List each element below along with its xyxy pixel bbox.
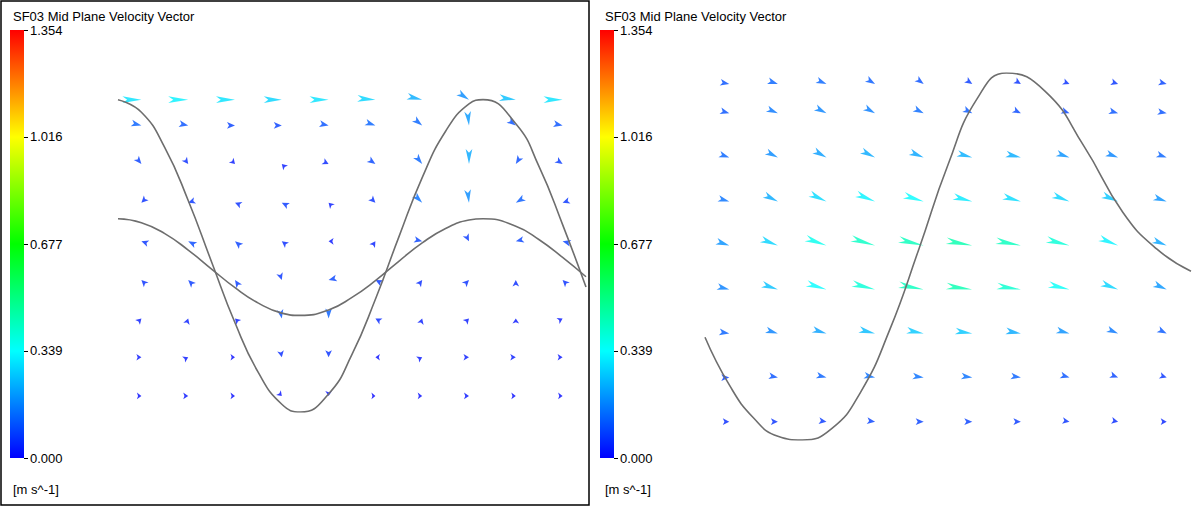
svg-text:SF03 Mid Plane Velocity Vector: SF03 Mid Plane Velocity Vector bbox=[13, 9, 195, 24]
svg-text:1.354: 1.354 bbox=[620, 23, 653, 38]
svg-text:0.677: 0.677 bbox=[620, 237, 653, 252]
svg-text:0.000: 0.000 bbox=[30, 451, 63, 466]
svg-text:0.000: 0.000 bbox=[620, 451, 653, 466]
svg-text:1.016: 1.016 bbox=[620, 129, 653, 144]
svg-text:1.354: 1.354 bbox=[30, 23, 63, 38]
svg-text:0.677: 0.677 bbox=[30, 237, 63, 252]
svg-text:1.016: 1.016 bbox=[30, 129, 63, 144]
svg-text:SF03 Mid Plane Velocity Vector: SF03 Mid Plane Velocity Vector bbox=[605, 9, 787, 24]
svg-text:0.339: 0.339 bbox=[620, 343, 653, 358]
svg-text:[m s^-1]: [m s^-1] bbox=[13, 482, 59, 497]
svg-text:0.339: 0.339 bbox=[30, 343, 63, 358]
svg-text:[m s^-1]: [m s^-1] bbox=[605, 482, 651, 497]
